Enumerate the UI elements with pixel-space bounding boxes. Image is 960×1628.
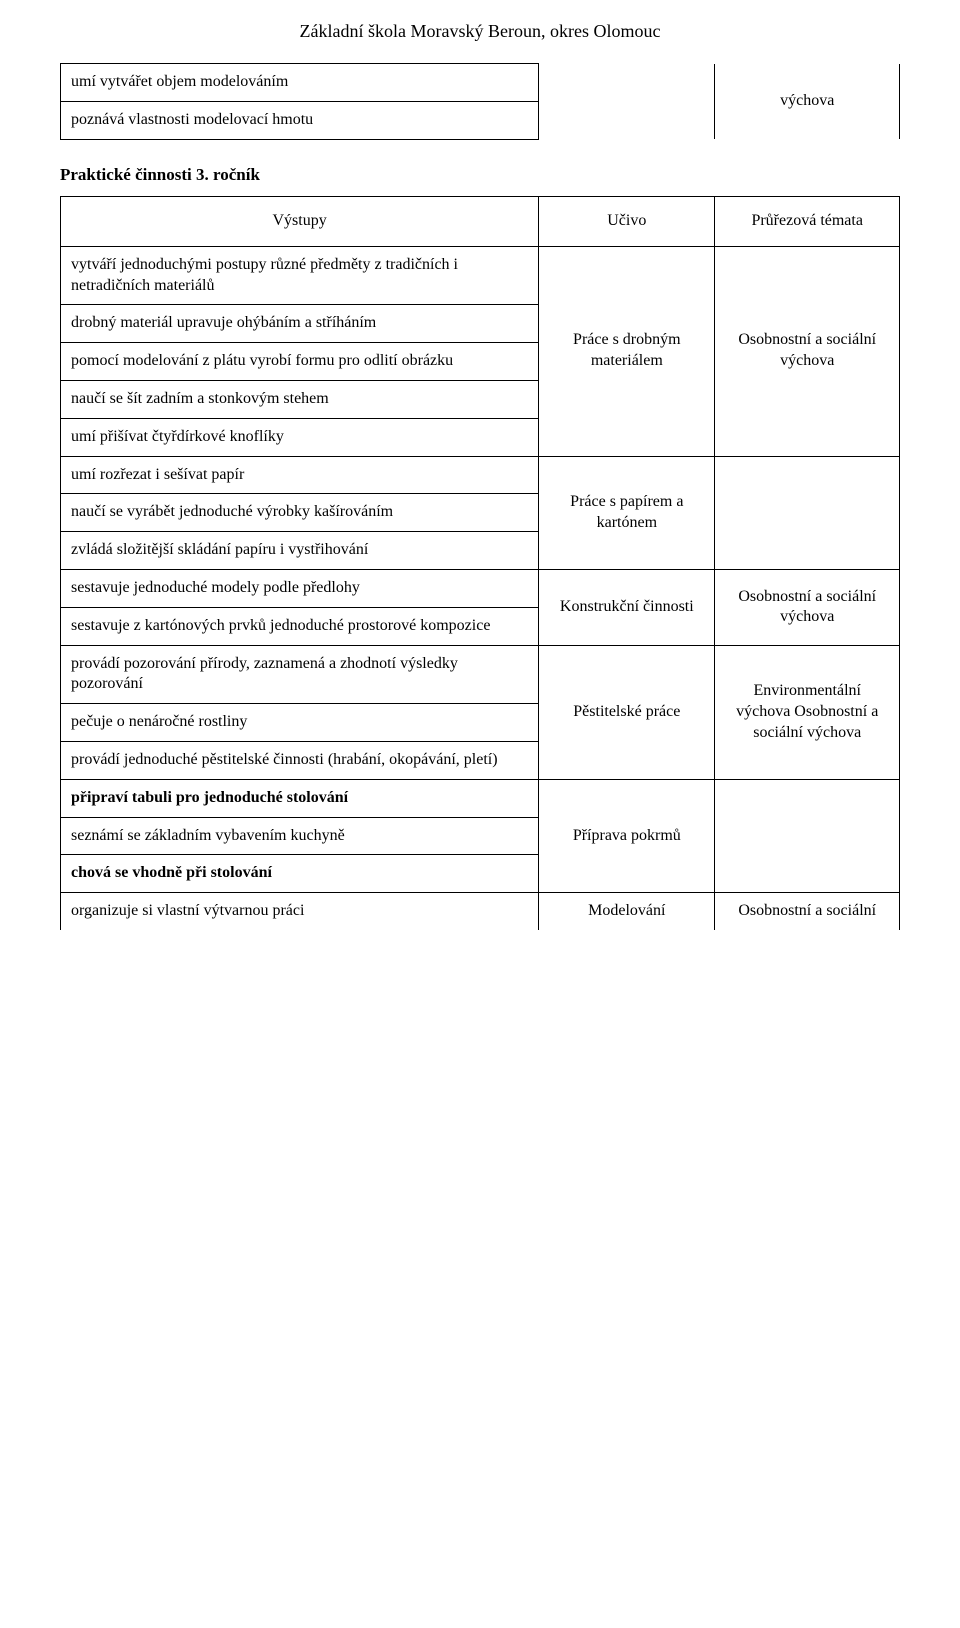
cell-right: výchova	[715, 64, 900, 140]
cell-left: provádí jednoduché pěstitelské činnosti …	[61, 742, 539, 780]
cell-left: umí rozřezat i sešívat papír	[61, 456, 539, 494]
cell-left: umí přišívat čtyřdírkové knoflíky	[61, 418, 539, 456]
cell-left: seznámí se základním vybavením kuchyně	[61, 817, 539, 855]
cell-mid: Konstrukční činnosti	[539, 570, 715, 646]
cell-mid: Modelování	[539, 893, 715, 930]
cell-left: sestavuje z kartónových prvků jednoduché…	[61, 607, 539, 645]
cell-left: chová se vhodně při stolování	[61, 855, 539, 893]
cell-left: připraví tabuli pro jednoduché stolování	[61, 779, 539, 817]
cell-left: naučí se vyrábět jednoduché výrobky kaší…	[61, 494, 539, 532]
cell-left: umí vytvářet objem modelováním	[61, 64, 539, 102]
cell-right: Osobnostní a sociální výchova	[715, 246, 900, 456]
top-table: umí vytvářet objem modelováním výchova p…	[60, 63, 900, 140]
page-header: Základní škola Moravský Beroun, okres Ol…	[60, 20, 900, 43]
cell-left: naučí se šít zadním a stonkovým stehem	[61, 381, 539, 419]
cell-right: Environmentální výchova Osobnostní a soc…	[715, 645, 900, 779]
cell-right	[715, 779, 900, 892]
cell-mid: Pěstitelské práce	[539, 645, 715, 779]
main-table: Výstupy Učivo Průřezová témata vytváří j…	[60, 196, 900, 930]
cell-left: poznává vlastnosti modelovací hmotu	[61, 102, 539, 140]
cell-mid: Práce s papírem a kartónem	[539, 456, 715, 569]
cell-left: pomocí modelování z plátu vyrobí formu p…	[61, 343, 539, 381]
cell-left: vytváří jednoduchými postupy různé předm…	[61, 246, 539, 305]
cell-mid	[539, 64, 715, 140]
cell-right	[715, 456, 900, 569]
cell-left: organizuje si vlastní výtvarnou práci	[61, 893, 539, 930]
cell-left: sestavuje jednoduché modely podle předlo…	[61, 570, 539, 608]
header-mid: Učivo	[539, 197, 715, 247]
cell-right: Osobnostní a sociální výchova	[715, 570, 900, 646]
cell-left: provádí pozorování přírody, zaznamená a …	[61, 645, 539, 704]
cell-mid: Práce s drobným materiálem	[539, 246, 715, 456]
cell-right: Osobnostní a sociální	[715, 893, 900, 930]
cell-left: drobný materiál upravuje ohýbáním a stří…	[61, 305, 539, 343]
cell-left: pečuje o nenáročné rostliny	[61, 704, 539, 742]
header-right: Průřezová témata	[715, 197, 900, 247]
header-left: Výstupy	[61, 197, 539, 247]
section-title: Praktické činnosti 3. ročník	[60, 164, 900, 186]
cell-left: zvládá složitější skládání papíru i vyst…	[61, 532, 539, 570]
cell-mid: Příprava pokrmů	[539, 779, 715, 892]
